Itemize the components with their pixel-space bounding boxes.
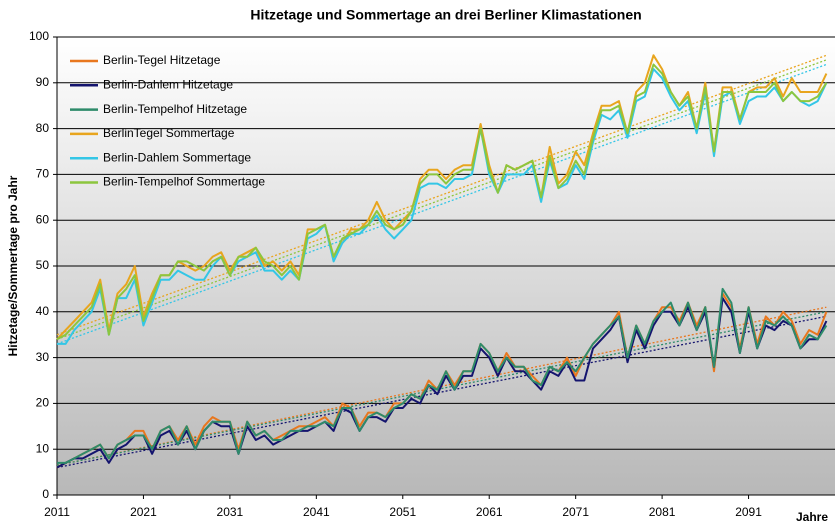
y-tick-label: 10 bbox=[36, 441, 50, 455]
y-tick-label: 20 bbox=[36, 396, 50, 410]
series-line bbox=[57, 287, 828, 464]
legend-label: Berlin-Dahlem Hitzetage bbox=[103, 77, 233, 91]
y-axis-label: Hitzetage/Sommertage pro Jahr bbox=[6, 175, 20, 356]
trend-line bbox=[56, 63, 827, 345]
x-tick-label: 2061 bbox=[476, 505, 503, 519]
y-tick-label: 50 bbox=[36, 258, 50, 272]
x-axis-label: Jahre bbox=[796, 510, 828, 524]
x-tick-label: 2031 bbox=[217, 505, 244, 519]
y-tick-label: 40 bbox=[36, 304, 50, 318]
y-tick-label: 0 bbox=[42, 487, 49, 501]
legend-label: BerlinTegel Sommertage bbox=[103, 126, 235, 140]
y-tick-label: 60 bbox=[36, 212, 50, 226]
x-tick-label: 2081 bbox=[649, 505, 676, 519]
x-tick-label: 2041 bbox=[303, 505, 330, 519]
y-tick-label: 70 bbox=[36, 167, 50, 181]
trend-line bbox=[56, 315, 827, 469]
x-tick-label: 2071 bbox=[562, 505, 589, 519]
legend-label: Berlin-Tempelhof Hitzetage bbox=[103, 102, 247, 116]
y-tick-label: 90 bbox=[36, 75, 50, 89]
y-tick-label: 100 bbox=[29, 29, 49, 43]
legend-label: Berlin-Tegel Hitzetage bbox=[103, 53, 221, 67]
trend-line bbox=[56, 311, 827, 466]
x-tick-label: 2021 bbox=[130, 505, 157, 519]
legend-label: Berlin-Tempelhof Sommertage bbox=[103, 175, 265, 189]
legend-label: Berlin-Dahlem Sommertage bbox=[103, 150, 251, 164]
series-line bbox=[56, 63, 828, 341]
trend-line bbox=[56, 54, 827, 336]
x-tick-label: 2051 bbox=[389, 505, 416, 519]
y-tick-label: 80 bbox=[36, 121, 50, 135]
x-tick-label: 2091 bbox=[735, 505, 762, 519]
x-tick-label: 2011 bbox=[44, 505, 70, 519]
chart-title: Hitzetage und Sommertage an drei Berline… bbox=[250, 7, 641, 23]
trend-line bbox=[56, 59, 827, 340]
y-tick-label: 30 bbox=[36, 350, 50, 364]
